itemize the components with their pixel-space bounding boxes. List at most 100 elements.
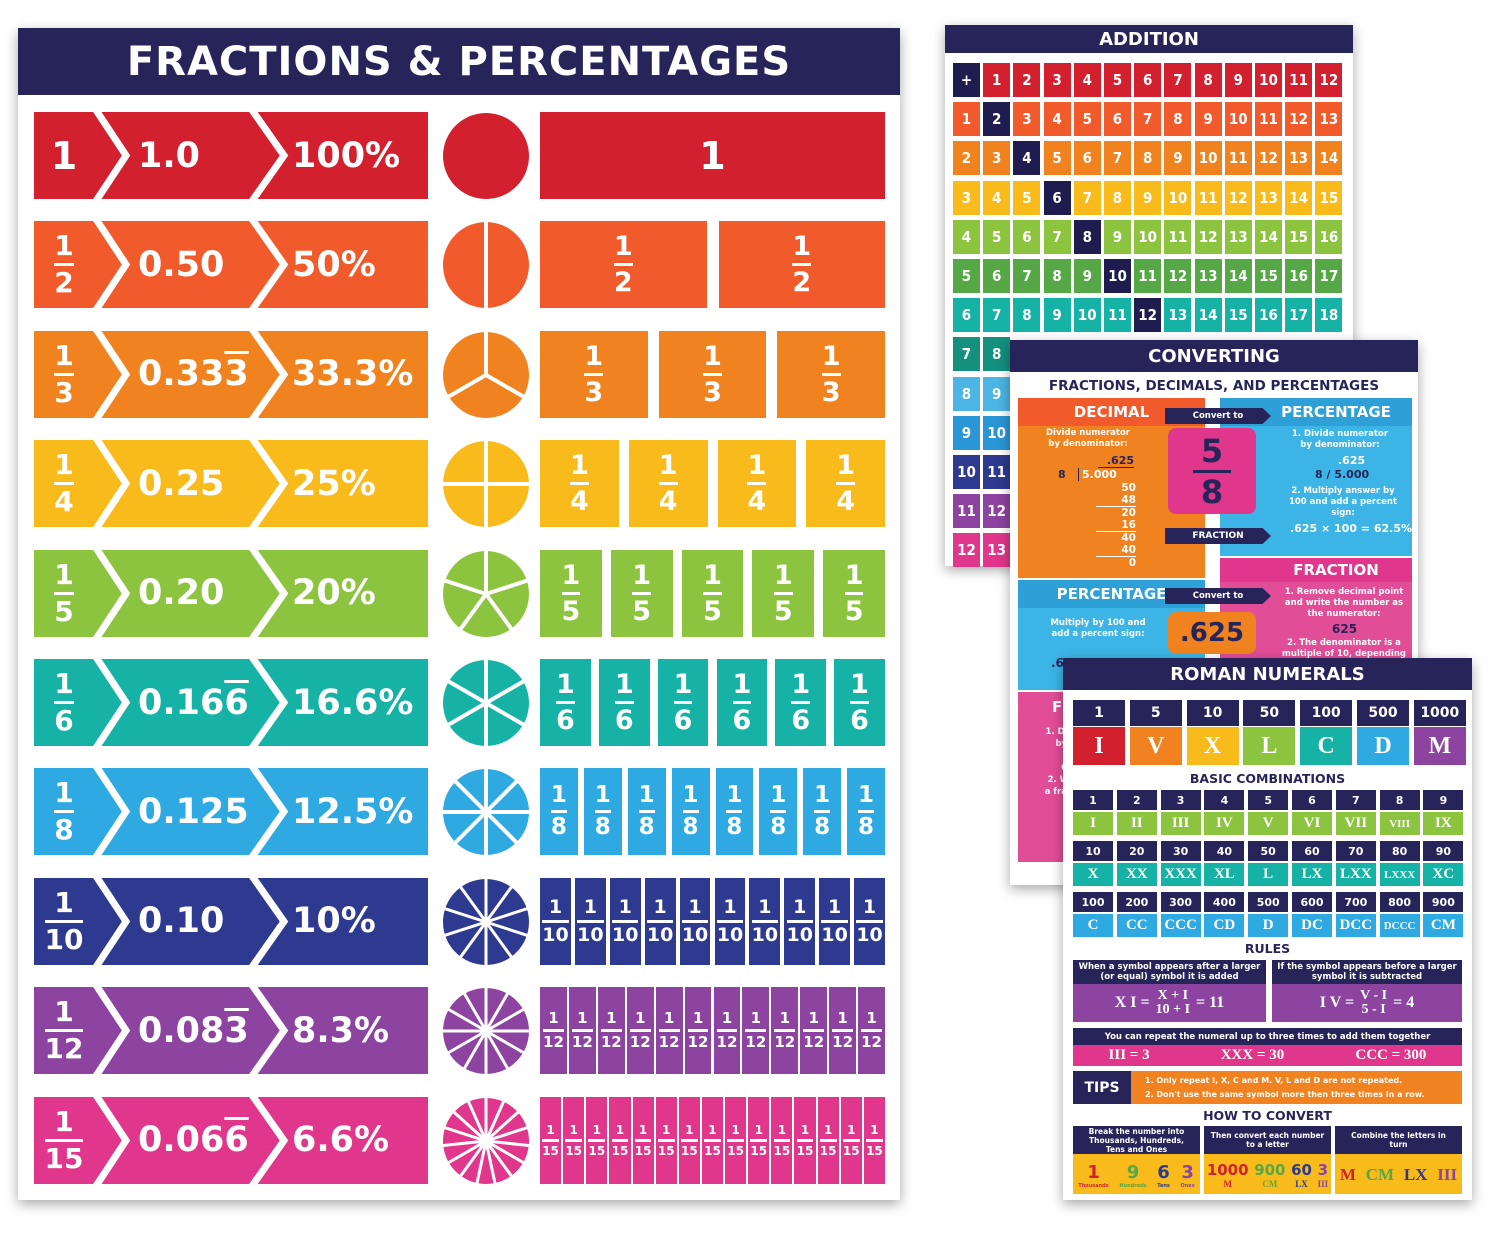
- rules-title: RULES: [1244, 940, 1291, 956]
- addition-cell: 3: [983, 141, 1011, 176]
- fraction-bar-cell: 1 10: [784, 877, 816, 965]
- combination-letter: CM: [1423, 914, 1464, 937]
- denominator: 12: [774, 1033, 796, 1052]
- chevron-divider: [249, 877, 289, 965]
- convert-step-heading: Break the number into Thousands, Hundred…: [1073, 1126, 1200, 1154]
- fraction-bar: [716, 919, 744, 923]
- denominator: 4: [658, 486, 678, 518]
- decimal-digits: 0.20: [138, 573, 225, 614]
- rule-subtracted: If the symbol appears before a larger sy…: [1272, 960, 1462, 1022]
- fraction-row: 1 15 0.06 6 6.6% 1 15 1 15 1 15 1 15 1 15 1 15 1 15 1 15 1 15 1…: [18, 1095, 900, 1186]
- addition-cell: 8: [1043, 259, 1071, 293]
- roman-number: 10: [1186, 700, 1239, 726]
- combination-number: 20: [1116, 841, 1157, 861]
- fraction-bar: [44, 919, 84, 923]
- decimal-section: DECIMAL Divide numerator by denominator:…: [1018, 398, 1205, 578]
- addition-cell: 6: [953, 298, 980, 333]
- denominator: 12: [629, 1033, 651, 1052]
- denominator: 15: [842, 1143, 860, 1158]
- percentage-step1: 1. Divide numerator by denominator:: [1291, 429, 1389, 450]
- numerator: 1: [836, 450, 856, 482]
- fraction-bar: [773, 1138, 791, 1142]
- slice-divider: [485, 1006, 527, 1033]
- fraction-label: 1 10: [40, 878, 88, 965]
- denominator: 6: [791, 705, 811, 736]
- fraction-bottom-line: 1. Divi: [1045, 727, 1076, 737]
- slice-divider: [485, 1124, 531, 1143]
- chevron-divider: [249, 549, 289, 637]
- combination-number: 6: [1292, 790, 1332, 810]
- fraction-bar-cell: 1 10: [714, 877, 746, 965]
- numerator: 1: [548, 895, 563, 918]
- addition-cell: 4: [983, 180, 1011, 215]
- numerator: 1: [569, 450, 589, 482]
- bar-fraction: 1 12: [716, 1011, 738, 1050]
- denominator: 12: [658, 1033, 680, 1052]
- convert-step-body: M CM LX III: [1335, 1156, 1462, 1194]
- bar-fraction: 1 10: [542, 895, 569, 945]
- denominator: 12: [745, 1033, 767, 1052]
- bar-fraction: 1 15: [842, 1124, 860, 1158]
- denominator: 12: [803, 1033, 825, 1052]
- fraction-bar: [727, 1138, 744, 1142]
- slice-divider: [484, 1030, 511, 1072]
- fraction-bar: [542, 1138, 559, 1142]
- digit: 3: [1181, 1161, 1194, 1183]
- roman-poster-title: ROMAN NUMERALS: [1170, 663, 1365, 685]
- fraction-bar: [832, 1029, 854, 1033]
- numerator: 1: [632, 559, 652, 591]
- addition-cell: 6: [1013, 219, 1041, 254]
- slice-divider: [484, 920, 515, 960]
- chevron-divider: [93, 221, 131, 309]
- chevron-dividers: [93, 659, 289, 746]
- roman-letter: C: [1300, 727, 1353, 765]
- bar-fraction: 1 12: [803, 1011, 825, 1052]
- denominator: 12: [543, 1033, 564, 1052]
- numerator: 1: [634, 1009, 646, 1028]
- decimal-digits: 1.0: [138, 135, 201, 176]
- combined-letter: LX: [1403, 1165, 1428, 1184]
- combination-letter: C: [1073, 914, 1113, 937]
- numerator: 1: [550, 782, 567, 809]
- fraction-banner: 1 5 0.20 20%: [34, 549, 428, 637]
- repeat-example: III = 3: [1108, 1047, 1150, 1063]
- numerator: 1: [583, 895, 597, 918]
- addition-cell: 4: [1013, 141, 1041, 176]
- chevron-dividers: [93, 221, 289, 309]
- addition-cell: 5: [1104, 63, 1131, 97]
- roman-number: 5: [1129, 700, 1182, 726]
- numerator: 1: [866, 1009, 877, 1028]
- fraction-bar: [54, 482, 74, 486]
- repeating-digit: 6: [224, 1120, 249, 1161]
- fraction-bar-cell: 1 12: [626, 987, 654, 1075]
- numerator: 1: [821, 340, 841, 372]
- decimal-value: 0.33 3: [138, 331, 249, 418]
- value-letter: CM: [1262, 1179, 1278, 1189]
- bar-fraction: 1: [699, 137, 725, 175]
- addition-cell: 5: [1073, 102, 1101, 137]
- slice-divider: [465, 1097, 488, 1142]
- decimal-value: 0.25: [138, 440, 224, 527]
- numerator: 1: [773, 559, 793, 591]
- addition-cell: 3: [1043, 63, 1071, 97]
- addition-cell: 10: [1104, 259, 1131, 293]
- denominator: 10: [681, 923, 709, 946]
- chevron-dividers: [93, 440, 289, 528]
- denominator: 15: [542, 1143, 559, 1158]
- bar-fraction: 1 12: [658, 1011, 680, 1052]
- fraction-bar-cell: 1 12: [800, 987, 828, 1075]
- fraction-bar-cell: 1 15: [701, 1096, 724, 1184]
- numerator: 1: [54, 776, 74, 810]
- numerator: 1: [615, 1122, 625, 1137]
- slice-divider: [445, 373, 487, 400]
- roman-letter: I: [1073, 727, 1125, 765]
- addition-cell: 10: [953, 455, 980, 489]
- combination-letter: L: [1248, 863, 1289, 886]
- fraction-bar: [770, 810, 787, 814]
